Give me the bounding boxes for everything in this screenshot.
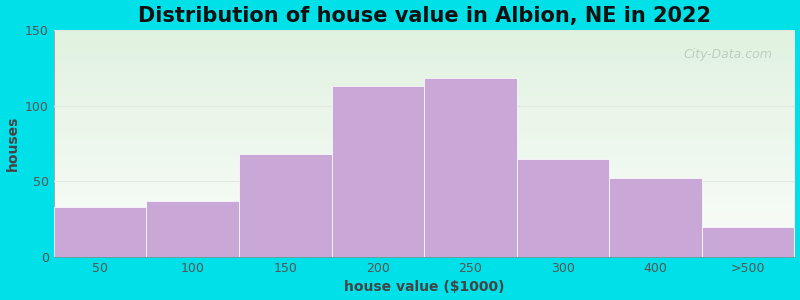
Bar <box>331 86 424 257</box>
X-axis label: house value ($1000): house value ($1000) <box>344 280 504 294</box>
Bar <box>239 154 331 257</box>
Bar <box>424 78 517 257</box>
Bar <box>702 227 794 257</box>
Y-axis label: houses: houses <box>6 116 19 171</box>
Bar <box>146 201 239 257</box>
Bar <box>54 207 146 257</box>
Bar <box>610 178 702 257</box>
Title: Distribution of house value in Albion, NE in 2022: Distribution of house value in Albion, N… <box>138 6 710 26</box>
Bar <box>517 159 610 257</box>
Text: City-Data.com: City-Data.com <box>683 48 772 61</box>
